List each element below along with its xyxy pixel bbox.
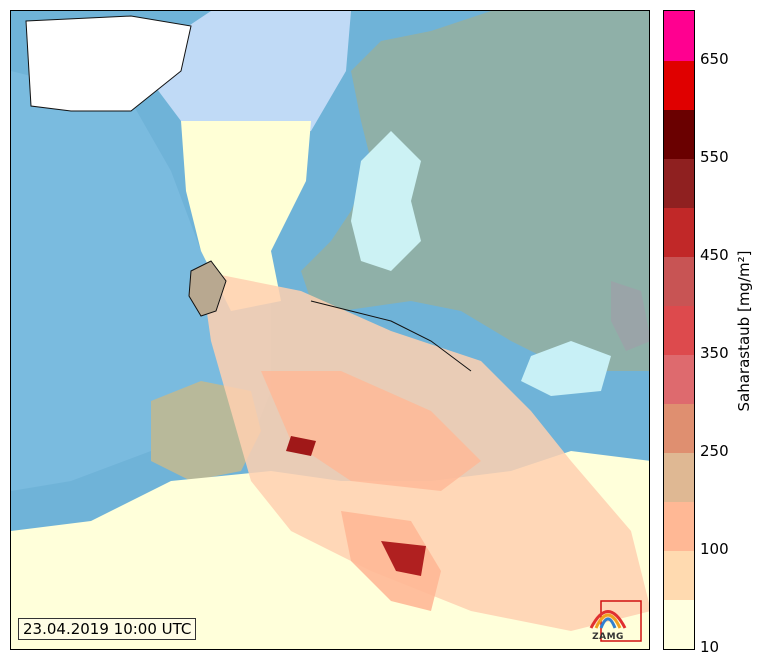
greenland-coast [25, 15, 192, 112]
colorbar-tick: 250 [700, 442, 729, 460]
zamg-logo [585, 590, 631, 646]
colorbar-segment [664, 256, 694, 306]
colorbar-segment [664, 501, 694, 552]
sea-ice-glow [151, 11, 351, 131]
baltic-sea [351, 131, 421, 271]
colorbar-segment [664, 550, 694, 601]
british-isles [188, 260, 227, 317]
colorbar-tick: 100 [700, 540, 729, 558]
colorbar-tick: 550 [700, 148, 729, 166]
colorbar [663, 10, 695, 650]
dust-plume-med [261, 371, 481, 491]
greenland [26, 16, 191, 111]
colorbar-segment [664, 158, 694, 208]
colorbar-segment [664, 403, 694, 454]
colorbar-tick: 650 [700, 50, 729, 68]
timestamp-label: 23.04.2019 10:00 UTC [18, 618, 197, 640]
colorbar-segment [664, 599, 694, 650]
border-lines [310, 300, 472, 372]
colorbar-segment [664, 11, 694, 61]
colorbar-tick: 450 [700, 246, 729, 264]
colorbar-segment [664, 354, 694, 405]
zamg-logo-icon [589, 610, 627, 629]
colorbar-tick: 10 [700, 638, 720, 656]
dust-core-sardinia [286, 436, 316, 456]
colorbar-segment [664, 452, 694, 503]
zamg-logo-text: ZAMG [592, 632, 624, 642]
colorbar-label: Saharastaub [mg/m²] [735, 250, 753, 412]
caspian-region [611, 281, 649, 351]
map-canvas [11, 11, 649, 649]
colorbar-segment [664, 60, 694, 110]
colorbar-segment [664, 305, 694, 356]
dust-map[interactable] [10, 10, 650, 650]
black-sea [521, 341, 611, 396]
dust-core-libya [381, 541, 426, 576]
scandinavia-russia [301, 11, 649, 371]
colorbar-segment [664, 207, 694, 257]
colorbar-segment [664, 109, 694, 159]
colorbar-tick: 350 [700, 344, 729, 362]
